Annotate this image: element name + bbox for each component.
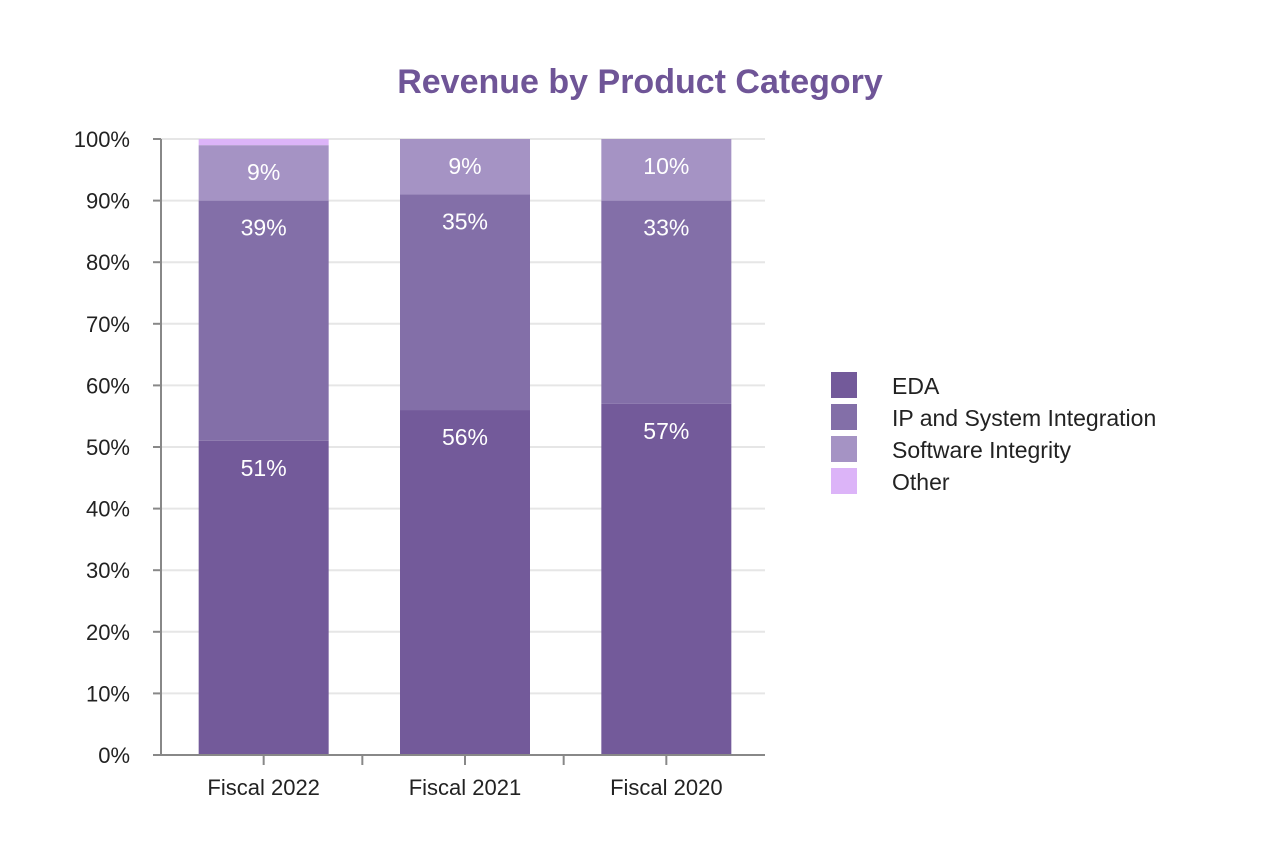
legend-swatch (831, 436, 857, 462)
data-label: 35% (442, 208, 488, 234)
bar-segment-software-integrity (400, 139, 530, 195)
legend-swatch (831, 372, 857, 398)
y-tick-label: 60% (86, 373, 130, 398)
bar-segment-software-integrity (198, 145, 329, 201)
y-tick-label: 50% (86, 435, 130, 460)
chart-title: Revenue by Product Category (397, 63, 883, 101)
bar-segment-ip-and-system-integration (198, 200, 329, 441)
bar-segment-software-integrity (601, 139, 732, 201)
data-label: 57% (643, 418, 689, 444)
axes: 0% 10% 20% 30% 40% 50% 60% 70% 80% 90% 100% Fiscal … (74, 127, 765, 800)
bars: 51% 39% 9% 56% 35% 9% 57% 33% 10% (198, 139, 732, 755)
legend-label: EDA (892, 373, 940, 399)
legend: EDA IP and System Integration Software Int… (831, 372, 1156, 495)
bar-segment-other (198, 139, 329, 146)
bar-segment-eda (601, 403, 732, 755)
legend-swatch (831, 404, 857, 430)
y-tick-label: 0% (98, 743, 130, 768)
data-label: 39% (241, 215, 287, 241)
y-tick-label: 10% (86, 681, 130, 706)
x-tick-label: Fiscal 2020 (610, 775, 723, 800)
y-tick-label: 100% (74, 127, 130, 152)
data-label: 10% (643, 153, 689, 179)
y-tick-label: 30% (86, 558, 130, 583)
x-tick-label: Fiscal 2021 (409, 775, 522, 800)
bar-segment-eda (198, 440, 329, 755)
x-tick-label: Fiscal 2022 (207, 775, 320, 800)
legend-label: Other (892, 469, 950, 495)
y-tick-label: 80% (86, 250, 130, 275)
bar-segment-eda (400, 410, 530, 755)
data-label: 33% (643, 215, 689, 241)
y-tick-label: 90% (86, 189, 130, 214)
legend-label: IP and System Integration (892, 405, 1156, 431)
data-label: 9% (247, 159, 280, 185)
bar-segment-ip-and-system-integration (601, 200, 732, 404)
data-label: 51% (241, 455, 287, 481)
legend-label: Software Integrity (892, 437, 1071, 463)
y-tick-label: 70% (86, 312, 130, 337)
data-label: 56% (442, 424, 488, 450)
y-tick-label: 20% (86, 620, 130, 645)
y-tick-label: 40% (86, 497, 130, 522)
data-label: 9% (448, 153, 481, 179)
legend-swatch (831, 468, 857, 494)
bar-segment-ip-and-system-integration (400, 194, 530, 411)
